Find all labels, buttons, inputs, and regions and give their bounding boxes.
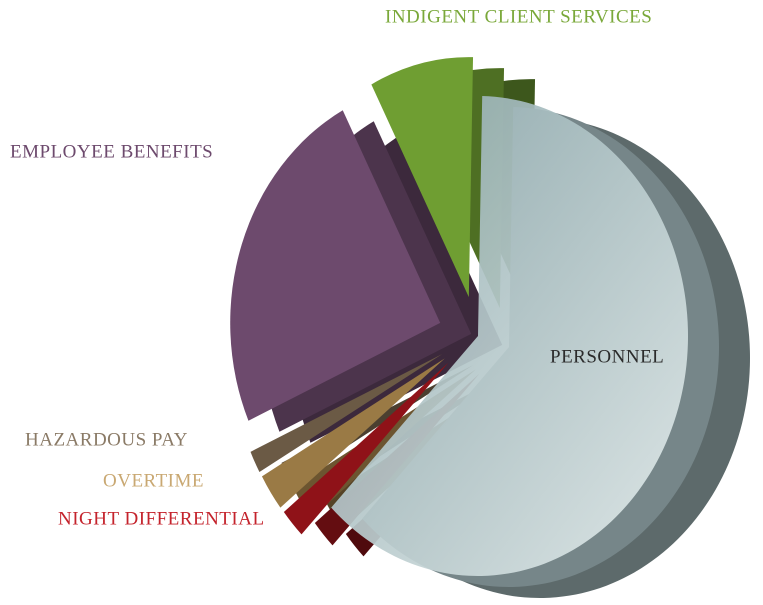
slice bbox=[331, 96, 689, 576]
slice bbox=[230, 110, 441, 421]
slice-label: NIGHT DIFFERENTIAL bbox=[58, 508, 265, 529]
slice-label: PERSONNEL bbox=[550, 346, 664, 367]
slice bbox=[261, 358, 445, 508]
slice bbox=[250, 354, 443, 473]
slice-label: OVERTIME bbox=[103, 470, 204, 491]
slice bbox=[283, 362, 449, 535]
slice bbox=[371, 57, 474, 298]
slice-label: EMPLOYEE BENEFITS bbox=[10, 141, 213, 162]
slice-label: HAZARDOUS PAY bbox=[25, 429, 188, 450]
slice-label: INDIGENT CLIENT SERVICES bbox=[385, 6, 652, 27]
